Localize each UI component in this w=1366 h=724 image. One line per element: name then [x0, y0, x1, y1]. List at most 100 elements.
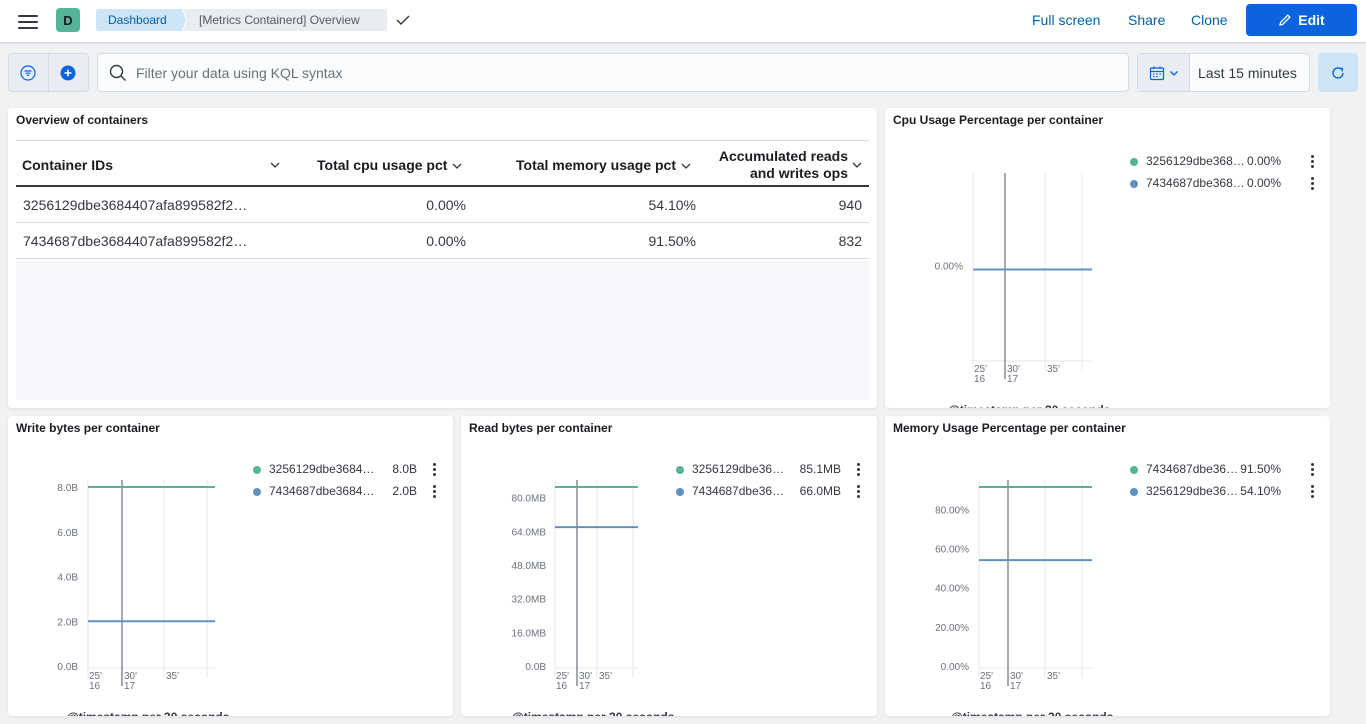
- edit-button[interactable]: Edit: [1246, 4, 1357, 36]
- x-tick-label: 30': [1010, 671, 1023, 682]
- legend-item[interactable]: 3256129dbe36… 54.10%: [1130, 484, 1319, 500]
- breadcrumb-dashboard[interactable]: Dashboard: [96, 9, 186, 31]
- refresh-button[interactable]: [1318, 53, 1358, 92]
- legend-actions-icon[interactable]: [857, 463, 861, 477]
- add-filter-button[interactable]: [49, 54, 89, 91]
- chevron-down-icon: [452, 163, 462, 170]
- cell-cpu: 0.00%: [426, 233, 466, 249]
- legend-color-dot: [676, 488, 684, 496]
- x-tick-label: 35': [599, 671, 612, 682]
- legend-color-dot: [253, 488, 261, 496]
- legend-series-value: 8.0B: [392, 462, 417, 476]
- legend-series-value: 2.0B: [392, 484, 417, 498]
- refresh-icon: [1332, 66, 1344, 79]
- space-avatar[interactable]: D: [56, 8, 80, 32]
- x-tick-sublabel: 16: [89, 681, 101, 691]
- x-axis-title: @timestamp per 30 seconds: [948, 403, 1110, 408]
- legend-actions-icon[interactable]: [1311, 155, 1315, 169]
- date-quick-menu-button[interactable]: [1138, 54, 1190, 91]
- kql-search-input[interactable]: [136, 54, 1116, 91]
- chevron-down-icon: [1169, 70, 1178, 76]
- filter-menu-icon: [20, 64, 36, 81]
- legend-item[interactable]: 3256129dbe3684… 8.0B: [253, 462, 441, 478]
- cell-container-id[interactable]: 7434687dbe3684407afa899582f2…: [23, 233, 248, 249]
- chevron-down-icon[interactable]: [269, 159, 281, 171]
- legend-series-name[interactable]: 3256129dbe36…: [1146, 484, 1239, 498]
- menu-icon[interactable]: [18, 12, 38, 30]
- x-tick-label: 30': [579, 671, 592, 682]
- y-tick-label: 48.0MB: [512, 561, 547, 572]
- edit-label: Edit: [1298, 12, 1325, 28]
- panel-title: Overview of containers: [16, 113, 149, 127]
- x-tick-sublabel: 16: [980, 681, 992, 691]
- table-row: 3256129dbe3684407afa899582f2… 0.00% 54.1…: [16, 187, 869, 223]
- legend-actions-icon[interactable]: [1311, 485, 1315, 499]
- panel-title: Memory Usage Percentage per container: [893, 421, 1126, 435]
- legend-actions-icon[interactable]: [857, 485, 861, 499]
- breadcrumb-current: [Metrics Containerd] Overview: [183, 9, 387, 31]
- memory-chart-svg: 80.00% 60.00% 40.00% 20.00% 0.00% 25'16 30'17 3…: [935, 480, 1092, 691]
- legend-color-dot: [676, 466, 684, 474]
- x-tick-sublabel: 17: [1007, 374, 1019, 383]
- cell-container-id[interactable]: 3256129dbe3684407afa899582f2…: [23, 197, 248, 213]
- cell-io-ops: 832: [838, 233, 862, 249]
- legend-series-name[interactable]: 7434687dbe36…: [1146, 462, 1239, 476]
- write-bytes-panel: Write bytes per container 8.0B 6.0B 4.0B 2.…: [8, 416, 453, 716]
- check-icon[interactable]: [395, 12, 411, 28]
- column-header-memory[interactable]: Total memory usage pct: [516, 157, 692, 173]
- x-tick-label: 35': [1047, 364, 1060, 375]
- chevron-down-icon[interactable]: [851, 159, 863, 171]
- legend-actions-icon[interactable]: [1311, 177, 1315, 191]
- y-tick-label: 4.0B: [57, 573, 78, 584]
- legend-item[interactable]: 3256129dbe368… 0.00%: [1130, 154, 1319, 170]
- share-link[interactable]: Share: [1128, 12, 1166, 28]
- column-header-io-ops[interactable]: Accumulated reads and writes ops: [706, 148, 848, 182]
- y-tick-label: 2.0B: [57, 617, 78, 628]
- calendar-icon: [1149, 66, 1164, 80]
- legend-item[interactable]: 7434687dbe36… 91.50%: [1130, 462, 1319, 478]
- x-tick-label: 25': [89, 671, 102, 682]
- saved-query-button[interactable]: [9, 54, 49, 91]
- y-tick-label: 0.0B: [57, 662, 78, 673]
- full-screen-link[interactable]: Full screen: [1032, 12, 1101, 28]
- filter-button-group: [8, 53, 89, 92]
- legend-series-name[interactable]: 3256129dbe36…: [692, 462, 785, 476]
- containers-table-panel: Overview of containers Container IDs Tot…: [8, 108, 877, 408]
- legend-series-name[interactable]: 3256129dbe368…: [1146, 154, 1245, 168]
- column-header-cpu[interactable]: Total cpu usage pct: [317, 157, 463, 173]
- y-tick-label: 80.0MB: [512, 494, 547, 505]
- legend-actions-icon[interactable]: [1311, 463, 1315, 477]
- legend-series-value: 91.50%: [1240, 462, 1281, 476]
- legend-series-name[interactable]: 7434687dbe368…: [1146, 176, 1245, 190]
- legend-color-dot: [1130, 180, 1138, 188]
- x-tick-label: 30': [1007, 364, 1020, 375]
- column-label: Container IDs: [22, 157, 114, 173]
- legend-item[interactable]: 3256129dbe36… 85.1MB: [676, 462, 865, 478]
- legend-series-value: 66.0MB: [799, 484, 841, 498]
- kql-search-box: [97, 53, 1129, 92]
- table-row: 7434687dbe3684407afa899582f2… 0.00% 91.5…: [16, 223, 869, 259]
- read-chart-svg: 80.0MB 64.0MB 48.0MB 32.0MB 16.0MB 0.0B 25'16 3…: [512, 480, 638, 691]
- legend-series-name[interactable]: 3256129dbe3684…: [269, 462, 375, 476]
- x-tick-sublabel: 16: [556, 681, 568, 691]
- panel-title: Read bytes per container: [469, 421, 613, 435]
- top-header: D Dashboard [Metrics Containerd] Overvie…: [0, 0, 1366, 43]
- legend-series-value: 54.10%: [1240, 484, 1281, 498]
- plus-circle-icon: [60, 65, 76, 80]
- legend-item[interactable]: 7434687dbe36… 66.0MB: [676, 484, 865, 500]
- legend-series-name[interactable]: 7434687dbe36…: [692, 484, 785, 498]
- date-picker: Last 15 minutes: [1137, 53, 1310, 92]
- clone-link[interactable]: Clone: [1191, 12, 1228, 28]
- time-range-display[interactable]: Last 15 minutes: [1198, 64, 1297, 81]
- legend-item[interactable]: 7434687dbe3684… 2.0B: [253, 484, 441, 500]
- legend-actions-icon[interactable]: [433, 485, 437, 499]
- column-label: Total cpu usage pct: [317, 157, 448, 173]
- legend-series-value: 0.00%: [1246, 154, 1281, 168]
- legend-actions-icon[interactable]: [433, 463, 437, 477]
- column-header-container-ids[interactable]: Container IDs: [22, 157, 113, 173]
- y-tick-label: 32.0MB: [512, 595, 547, 606]
- legend-item[interactable]: 7434687dbe368… 0.00%: [1130, 176, 1319, 192]
- legend-series-name[interactable]: 7434687dbe3684…: [269, 484, 375, 498]
- search-icon: [109, 64, 126, 81]
